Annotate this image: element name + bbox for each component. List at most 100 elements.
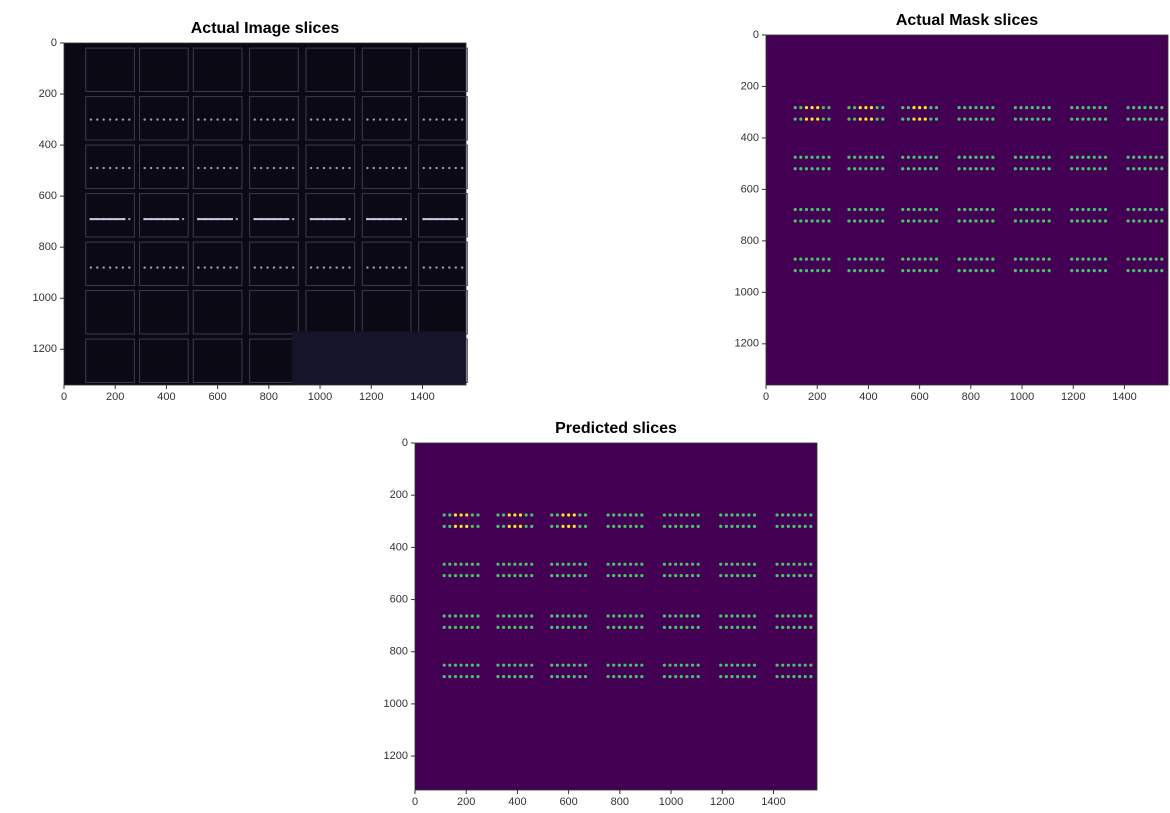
mask-dot: [618, 675, 621, 678]
mask-dot: [691, 614, 694, 617]
mask-dot: [918, 167, 921, 170]
mask-dot: [1019, 219, 1022, 222]
mask-dot: [870, 219, 873, 222]
mask-dot: [929, 167, 932, 170]
image-texture: [335, 118, 337, 120]
mask-dot: [736, 513, 739, 516]
mask-dot: [465, 626, 468, 629]
mask-dot: [550, 513, 553, 516]
mask-dot: [974, 219, 977, 222]
mask-dot: [1087, 269, 1090, 272]
mask-dot: [1076, 118, 1079, 121]
mask-dot: [685, 563, 688, 566]
x-tick-label: 200: [808, 391, 826, 403]
mask-dot: [810, 167, 813, 170]
mask-dot: [476, 626, 479, 629]
mask-dot: [792, 664, 795, 667]
mask-dot: [719, 525, 722, 528]
mask-dot: [929, 208, 932, 211]
mask-dot: [1081, 156, 1084, 159]
image-texture: [342, 266, 344, 268]
mask-dot: [476, 574, 479, 577]
mask-dot: [674, 513, 677, 516]
image-texture: [236, 266, 238, 268]
mask-dot: [1036, 156, 1039, 159]
mask-dot: [876, 118, 879, 121]
mask-dot: [1104, 167, 1107, 170]
mask-dot: [827, 156, 830, 159]
mask-dot: [1025, 258, 1028, 261]
mask-dot: [864, 258, 867, 261]
mask-dot: [810, 208, 813, 211]
mask-dot: [1126, 156, 1129, 159]
mask-dot: [1031, 208, 1034, 211]
mask-dot: [1155, 219, 1158, 222]
mask-dot: [986, 208, 989, 211]
mask-dot: [561, 614, 564, 617]
mask-dot: [640, 563, 643, 566]
mask-dot: [805, 106, 808, 109]
mask-dot: [496, 563, 499, 566]
image-texture: [273, 167, 275, 169]
image-texture: [461, 118, 463, 120]
image-texture: [286, 167, 288, 169]
mask-dot: [809, 675, 812, 678]
mask-dot: [901, 118, 904, 121]
mask-dot: [508, 664, 511, 667]
image-texture: [216, 266, 218, 268]
mask-dot: [1081, 106, 1084, 109]
mask-dot: [443, 563, 446, 566]
mask-dot: [476, 525, 479, 528]
mask-dot: [870, 118, 873, 121]
mask-dot: [668, 513, 671, 516]
mask-dot: [663, 563, 666, 566]
mask-dot: [556, 574, 559, 577]
mask-dot: [1048, 156, 1051, 159]
image-texture: [316, 118, 318, 120]
image-texture: [348, 266, 350, 268]
mask-dot: [901, 156, 904, 159]
image-texture: [442, 266, 444, 268]
image-texture: [102, 266, 104, 268]
mask-dot: [798, 675, 801, 678]
mask-dot: [448, 525, 451, 528]
image-texture: [128, 118, 130, 120]
image-texture: [156, 266, 158, 268]
mask-dot: [816, 219, 819, 222]
mask-dot: [573, 614, 576, 617]
mask-dot: [668, 664, 671, 667]
image-texture: [266, 118, 268, 120]
image-texture: [398, 266, 400, 268]
mask-dot: [1149, 208, 1152, 211]
mask-dot: [747, 563, 750, 566]
mask-dot: [827, 167, 830, 170]
mask-dot: [725, 675, 728, 678]
mask-dot: [612, 664, 615, 667]
mask-dot: [508, 574, 511, 577]
mask-dot: [918, 219, 921, 222]
image-texture: [286, 118, 288, 120]
mask-dot: [1042, 208, 1045, 211]
mask-dot: [816, 167, 819, 170]
mask-dot: [804, 574, 807, 577]
mask-dot: [1143, 219, 1146, 222]
mask-dot: [805, 219, 808, 222]
mask-dot: [1149, 269, 1152, 272]
mask-dot: [974, 269, 977, 272]
y-tick-label: 400: [390, 541, 408, 553]
image-background: [766, 35, 1168, 385]
mask-dot: [584, 574, 587, 577]
chart-title: Actual Mask slices: [896, 12, 1038, 29]
image-texture: [128, 167, 130, 169]
mask-dot: [847, 118, 850, 121]
mask-dot: [991, 219, 994, 222]
y-tick-label: 0: [402, 437, 408, 449]
mask-dot: [853, 208, 856, 211]
image-texture: [96, 266, 98, 268]
image-texture: [423, 118, 425, 120]
mask-dot: [663, 525, 666, 528]
mask-dot: [530, 525, 533, 528]
mask-dot: [1138, 208, 1141, 211]
mask-dot: [730, 626, 733, 629]
mask-dot: [864, 269, 867, 272]
